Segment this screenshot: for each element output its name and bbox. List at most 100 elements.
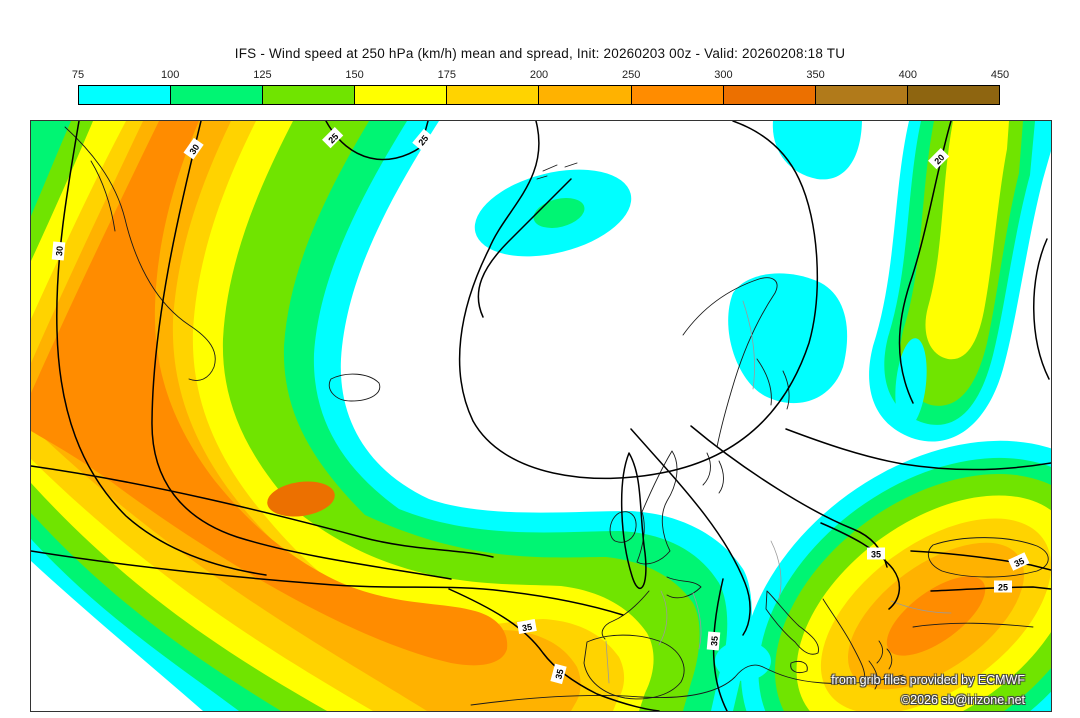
coast-italy	[765, 590, 819, 655]
coast-greenland	[64, 126, 216, 381]
colorbar-tick-450: 450	[990, 69, 1010, 81]
spread-contour	[620, 452, 647, 590]
colorbar-segment-7	[723, 86, 816, 104]
spread-contour	[910, 550, 1051, 571]
colorbar-tick-250: 250	[622, 69, 641, 81]
spread-contour	[151, 121, 452, 580]
contour-label-bg	[517, 619, 537, 634]
contour-label-25-10: 25	[994, 580, 1012, 593]
colorbar	[78, 85, 1000, 105]
contour-label-bg	[183, 137, 204, 160]
contour-label-bg	[706, 631, 721, 651]
se-fill-c250	[886, 576, 986, 656]
page-title: IFS - Wind speed at 250 hPa (km/h) mean …	[234, 46, 846, 61]
contour-label-value: 30	[54, 246, 65, 257]
spread-contour	[458, 121, 818, 480]
spread-contour	[56, 121, 267, 576]
attribution-line-2: ©2026 sb@irizone.net	[900, 693, 1025, 707]
colorbar-tick-150: 150	[345, 69, 364, 81]
colorbar-tick-75: 75	[71, 69, 85, 81]
contour-label-30-0: 30	[183, 137, 204, 160]
coast-iceland	[328, 373, 381, 402]
contour-label-value: 35	[521, 622, 533, 634]
spread-contour	[31, 550, 624, 616]
coast-balkans	[822, 598, 878, 690]
contour-label-bg	[1008, 552, 1030, 571]
coast-north-africa	[470, 664, 904, 706]
border-anatolia	[890, 600, 952, 614]
coast-sicily	[790, 660, 808, 674]
jet-fill-c300-spot	[267, 481, 335, 517]
coast-great-britain	[636, 450, 678, 565]
border-germany	[692, 592, 702, 650]
contour-label-30-4: 30	[51, 241, 66, 261]
colorbar-segment-0	[79, 86, 172, 104]
coast-turkey	[912, 622, 1034, 628]
contour-label-35-8: 35	[867, 547, 885, 560]
coastlines	[64, 126, 1049, 706]
border-russia-west	[770, 540, 782, 600]
contour-label-value: 35	[871, 550, 881, 560]
map-frame: 30 25 25 20 30 35 35 35 35 35 25 from grib files p…	[30, 120, 1052, 712]
colorbar-segment-8	[815, 86, 908, 104]
colorbar-segment-2	[263, 86, 356, 104]
colorbar-segment-6	[631, 86, 724, 104]
contour-label-value: 25	[416, 133, 430, 147]
colorbar-segment-5	[539, 86, 632, 104]
spread-contour	[820, 522, 901, 610]
coast-norway	[682, 277, 778, 448]
contour-label-35-9: 35	[1008, 552, 1030, 571]
border-portugal	[605, 640, 610, 684]
contour-label-value: 25	[998, 583, 1008, 593]
coast-greece	[876, 640, 893, 670]
contour-label-35-5: 35	[517, 619, 537, 634]
spread-contour	[630, 428, 751, 636]
border-france-east	[658, 590, 668, 646]
svalbard-blob-c100	[533, 198, 585, 228]
coast-ireland	[609, 511, 637, 543]
se-jet	[740, 440, 1051, 711]
spread-contour	[477, 178, 572, 318]
colorbar-segment-1	[171, 86, 264, 104]
coast-iberia	[583, 634, 685, 700]
spread-contour	[1033, 238, 1050, 380]
spread-contours	[31, 121, 1051, 711]
streak-c75	[895, 338, 927, 428]
contour-label-bg	[322, 127, 344, 149]
colorbar-tick-400: 400	[898, 69, 917, 81]
contour-label-bg	[928, 148, 950, 170]
coast-france	[601, 576, 702, 640]
colorbar-tick-100: 100	[161, 69, 180, 81]
contour-label-bg	[550, 663, 567, 685]
colorbar-tick-350: 350	[806, 69, 825, 81]
contour-label-value: 35	[1013, 556, 1026, 569]
colorbar-tick-125: 125	[253, 69, 272, 81]
contour-label-35-7: 35	[550, 663, 567, 685]
jet-fill-c250	[31, 121, 508, 666]
contour-label-value: 30	[187, 142, 201, 156]
colorbar-tick-300: 300	[714, 69, 733, 81]
colorbar-tick-200: 200	[529, 69, 549, 81]
colorbar-segment-3	[355, 86, 448, 104]
contour-label-35-6: 35	[706, 631, 721, 651]
colorbar-segment-9	[907, 86, 999, 104]
topmid-blob-c75	[772, 121, 862, 180]
scandinavia-blob-c75	[728, 273, 848, 404]
colorbar-segment-4	[447, 86, 540, 104]
contour-label-bg	[994, 580, 1012, 593]
spread-contour	[712, 578, 728, 711]
spread-contour	[898, 121, 952, 404]
colorbar-tick-175: 175	[437, 69, 456, 81]
contour-label-bg	[51, 241, 66, 261]
coast-baltic	[756, 358, 790, 410]
attribution-line-1: from grib files provided by ECMWF	[831, 673, 1025, 687]
right-band-c150	[925, 121, 1009, 360]
contour-label-25-2: 25	[412, 128, 433, 151]
spread-contour	[31, 465, 494, 558]
spread-contour	[785, 428, 1051, 471]
border-sweden	[742, 300, 755, 390]
contour-label-bg	[867, 547, 885, 560]
